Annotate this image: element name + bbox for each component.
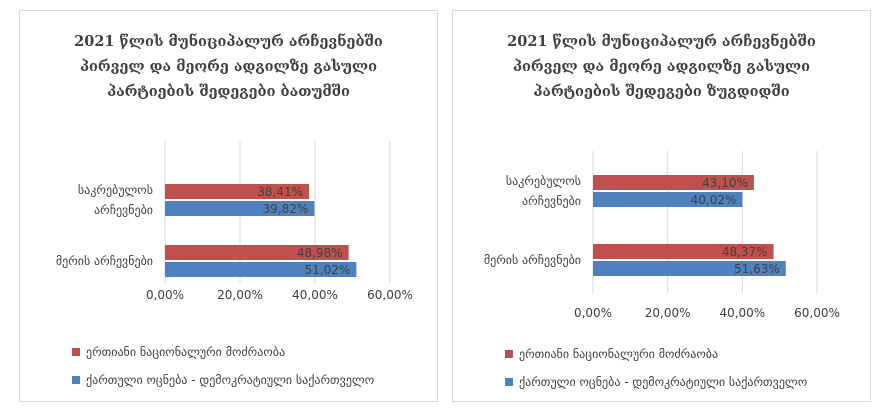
legend-item: ერთიანი ნაციონალური მოძრაობა	[72, 344, 374, 360]
x-tick-label: 40,00%	[292, 288, 338, 302]
chart-panel-zugdidi: 2021 წლის მუნიციპალურ არჩევნებში პირველ …	[452, 10, 871, 402]
legend-label: ერთიანი ნაციონალური მოძრაობა	[519, 347, 719, 361]
bar	[165, 201, 315, 216]
chart-title-line: პირველ და მეორე ადგილზე გასული	[512, 58, 811, 75]
bar	[593, 175, 754, 190]
data-label: 39,82%	[263, 202, 309, 216]
legend-swatch-blue	[72, 376, 80, 384]
category-label: მერის არჩევნები	[56, 254, 153, 268]
chart-panel-batumi: 2021 წლის მუნიციპალურ არჩევნებში პირველ …	[19, 10, 438, 402]
chart-title: 2021 წლის მუნიციპალურ არჩევნებში პირველ …	[30, 29, 427, 104]
data-label: 40,02%	[691, 193, 737, 207]
bar-chart-plot: 0,00% 20,00% 40,00% 60,00% საკრებულოს არჩევნე…	[484, 151, 840, 320]
data-label: 48,98%	[297, 246, 343, 260]
category-label: საკრებულოს	[78, 183, 153, 197]
legend-item: ერთიანი ნაციონალური მოძრაობა	[505, 346, 807, 362]
legend-swatch-red	[505, 350, 513, 358]
x-tick-label: 60,00%	[794, 306, 840, 320]
chart-title: 2021 წლის მუნიციპალურ არჩევნებში პირველ …	[463, 29, 860, 104]
legend-label: ქართული ოცნება - დემოკრატიული საქართველო	[86, 373, 375, 387]
bar	[165, 245, 349, 260]
category-label: საკრებულოს	[506, 174, 581, 188]
legend-item: ქართული ოცნება - დემოკრატიული საქართველო	[72, 372, 374, 388]
category-label: არჩევნები	[522, 194, 581, 208]
legend-label: ქართული ოცნება - დემოკრატიული საქართველო	[519, 375, 808, 389]
x-tick-label: 0,00%	[146, 288, 184, 302]
x-tick-label: 40,00%	[719, 306, 765, 320]
chart-legend: ერთიანი ნაციონალური მოძრაობა ქართული ოცნ…	[505, 346, 807, 390]
x-tick-label: 20,00%	[645, 306, 691, 320]
bar-chart-plot: 0,00% 20,00% 40,00% 60,00% საკრებულოს არჩევნე…	[56, 141, 413, 302]
data-label: 43,10%	[702, 176, 748, 190]
x-tick-label: 60,00%	[367, 288, 413, 302]
chart-title-line: 2021 წლის მუნიციპალურ არჩევნებში	[507, 33, 816, 50]
legend-swatch-red	[72, 348, 80, 356]
bar	[165, 184, 310, 199]
category-label: მერის არჩევნები	[484, 253, 581, 267]
legend-label: ერთიანი ნაციონალური მოძრაობა	[86, 345, 286, 359]
bar	[165, 262, 357, 277]
chart-legend: ერთიანი ნაციონალური მოძრაობა ქართული ოცნ…	[72, 344, 374, 388]
category-label: არჩევნები	[94, 203, 153, 217]
legend-item: ქართული ოცნება - დემოკრატიული საქართველო	[505, 374, 807, 390]
chart-title-line: 2021 წლის მუნიციპალურ არჩევნებში	[74, 33, 383, 50]
legend-swatch-blue	[505, 378, 513, 386]
bar	[593, 192, 743, 207]
data-label: 51,02%	[305, 263, 351, 277]
x-tick-label: 20,00%	[217, 288, 263, 302]
x-tick-label: 0,00%	[574, 306, 612, 320]
bar	[593, 261, 786, 276]
bar	[593, 244, 774, 259]
chart-title-line: პარტიების შედეგები ბათუმში	[107, 83, 350, 100]
data-label: 51,63%	[734, 262, 780, 276]
chart-title-line: პირველ და მეორე ადგილზე გასული	[79, 58, 378, 75]
data-label: 48,37%	[722, 245, 768, 259]
data-label: 38,41%	[257, 185, 303, 199]
chart-title-line: პარტიების შედეგები ზუგდიდში	[533, 83, 790, 100]
